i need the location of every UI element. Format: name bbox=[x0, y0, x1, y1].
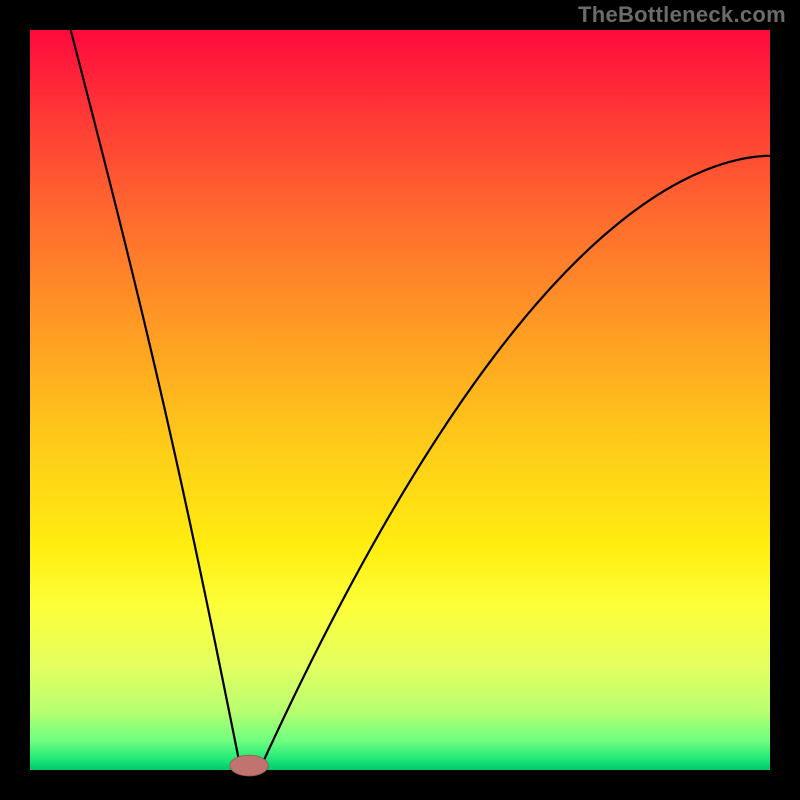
chart-frame: TheBottleneck.com bbox=[0, 0, 800, 800]
plot-background bbox=[30, 30, 770, 770]
bottleneck-chart bbox=[0, 0, 800, 800]
dip-marker bbox=[230, 755, 268, 776]
watermark-text: TheBottleneck.com bbox=[578, 2, 786, 28]
